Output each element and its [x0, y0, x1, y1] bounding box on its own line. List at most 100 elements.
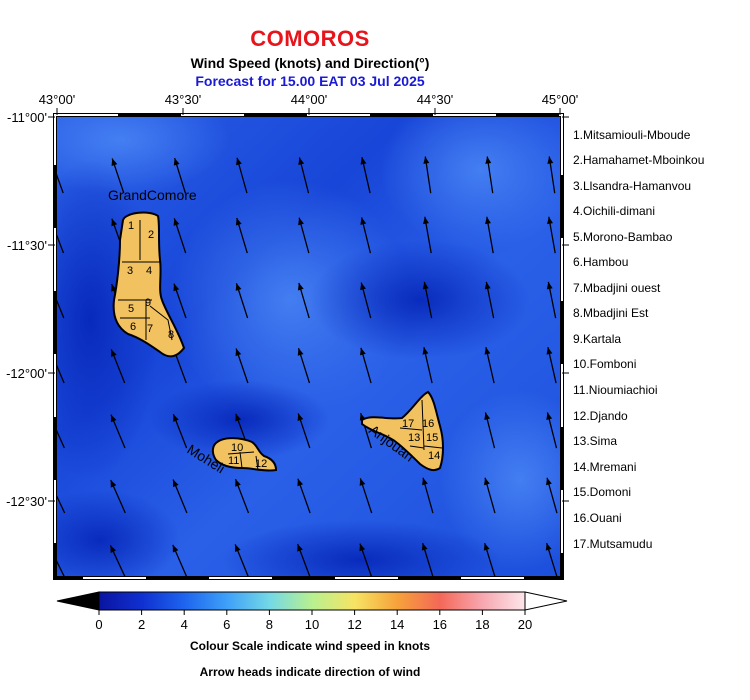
wind-arrow-head — [360, 157, 367, 165]
wind-arrows — [57, 156, 558, 576]
wind-arrow-head — [297, 348, 304, 356]
wind-arrow-head — [297, 478, 304, 487]
map-title: COMOROS — [250, 26, 370, 51]
wind-arrow — [57, 174, 64, 194]
colourbar-tick: 12 — [347, 617, 362, 632]
wind-arrow-head — [297, 544, 303, 552]
lon-tick: 44°00' — [291, 92, 328, 107]
wind-arrow-head — [173, 218, 180, 226]
region-num-3: 3 — [127, 265, 133, 277]
colourbar-tick: 18 — [475, 617, 490, 632]
wind-arrow-head — [546, 347, 553, 355]
legend-item: 14.Mremani — [573, 460, 637, 474]
wind-arrow-head — [235, 283, 242, 291]
wind-arrow-head — [423, 216, 429, 225]
lat-tick: -12°00' — [6, 366, 47, 381]
lon-tick: 43°00' — [39, 92, 76, 107]
region-num-10: 10 — [231, 442, 243, 454]
legend-item: 16.Ouani — [573, 511, 622, 525]
legend-item: 15.Domoni — [573, 485, 632, 499]
wind-arrow-head — [360, 282, 366, 291]
lon-tick: 45°00' — [542, 92, 579, 107]
legend-item: 13.Sima — [573, 434, 618, 448]
wind-arrow-head — [172, 479, 179, 488]
region-num-5: 5 — [128, 303, 134, 315]
wind-arrow-head — [298, 217, 304, 226]
lat-labels: -11°00' -11°30' -12°00' -12°30' — [6, 110, 47, 509]
region-num-16: 16 — [422, 418, 434, 430]
region-num-9: 9 — [145, 297, 151, 309]
wind-arrow-head — [546, 281, 553, 290]
wind-arrow-head — [484, 347, 491, 355]
region-num-12: 12 — [255, 458, 267, 470]
region-num-8: 8 — [168, 329, 174, 341]
region-num-13: 13 — [408, 432, 420, 444]
wind-arrow-head — [360, 217, 367, 225]
lat-tick: -11°00' — [7, 110, 47, 125]
region-num-4: 4 — [146, 265, 152, 277]
wind-arrow-head — [297, 413, 304, 422]
wind-arrow-head — [484, 412, 491, 420]
wind-arrow-head — [173, 283, 180, 292]
wind-arrow-head — [485, 216, 491, 225]
sea-field — [57, 117, 560, 576]
lon-labels: 43°00' 43°30' 44°00' 44°30' 45°00' — [39, 92, 579, 107]
wind-arrow-head — [235, 348, 242, 357]
region-num-11: 11 — [228, 455, 239, 467]
wind-arrow-head — [111, 158, 118, 167]
region-numbers: 1 2 3 4 5 6 7 8 9 10 11 12 13 14 15 16 1… — [127, 220, 440, 470]
legend-item: 5.Morono-Bambao — [573, 230, 673, 244]
wind-arrow — [57, 495, 66, 514]
wind-arrow-head — [359, 543, 366, 552]
colourbar-caption-speed: Colour Scale indicate wind speed in knot… — [189, 639, 431, 653]
colour-bar — [56, 591, 568, 615]
legend-item: 12.Djando — [573, 409, 628, 423]
wind-arrow-head — [173, 414, 179, 422]
wind-arrow-head — [110, 479, 117, 488]
region-num-2: 2 — [148, 229, 154, 241]
wind-arrow-head — [236, 157, 242, 166]
legend-item: 6.Hambou — [573, 255, 629, 269]
wind-arrow-head — [423, 156, 430, 164]
island-grande-comore — [112, 211, 186, 358]
legend-item: 17.Mutsamudu — [573, 537, 653, 551]
colourbar-caption-direction: Arrow heads indicate direction of wind — [199, 665, 421, 679]
legend-item: 8.Mbadjini Est — [573, 306, 649, 320]
wind-arrow-head — [111, 218, 118, 227]
wind-arrow-head — [484, 281, 491, 290]
wind-arrow-head — [235, 544, 241, 553]
wind-arrow-head — [545, 543, 552, 551]
legend-item: 3.Llsandra-Hamanvou — [573, 179, 692, 193]
legend-item: 9.Kartala — [573, 332, 622, 346]
colourbar-tick: 2 — [137, 617, 146, 632]
map-subtitle: Wind Speed (knots) and Direction(°) — [190, 55, 430, 71]
wind-arrow-head — [297, 282, 304, 291]
region-num-17: 17 — [402, 418, 414, 430]
wind-arrow-head — [484, 477, 490, 486]
lat-tick: -12°30' — [6, 494, 47, 509]
wind-arrow-head — [235, 479, 241, 487]
legend-item: 2.Hamahamet-Mboinkou — [573, 153, 705, 167]
island-anjouan — [361, 390, 444, 472]
wind-arrow-head — [485, 156, 492, 164]
colourbar-tick: 0 — [95, 617, 103, 632]
wind-arrow-head — [298, 157, 305, 165]
lat-tick: -11°30' — [7, 238, 47, 253]
legend-item: 10.Fomboni — [573, 357, 637, 371]
legend-item: 4.Oichili-dimani — [573, 204, 656, 218]
lon-tick: 44°30' — [417, 92, 454, 107]
wind-arrow-head — [547, 156, 554, 164]
wind-arrow-head — [422, 347, 429, 355]
lon-tick: 43°30' — [165, 92, 202, 107]
wind-arrow-head — [546, 412, 553, 420]
wind-arrow — [57, 299, 65, 319]
wind-arrow-head — [359, 478, 366, 486]
legend-item: 7.Mbadjini ouest — [573, 281, 661, 295]
wind-arrow — [57, 364, 65, 384]
region-num-6: 6 — [130, 321, 136, 333]
wind-arrow-head — [483, 543, 490, 551]
wind-arrow-head — [110, 414, 117, 423]
wind-arrow-head — [546, 477, 552, 486]
legend-item: 11.Nioumiachioi — [573, 383, 658, 397]
wind-arrow-head — [547, 216, 553, 225]
